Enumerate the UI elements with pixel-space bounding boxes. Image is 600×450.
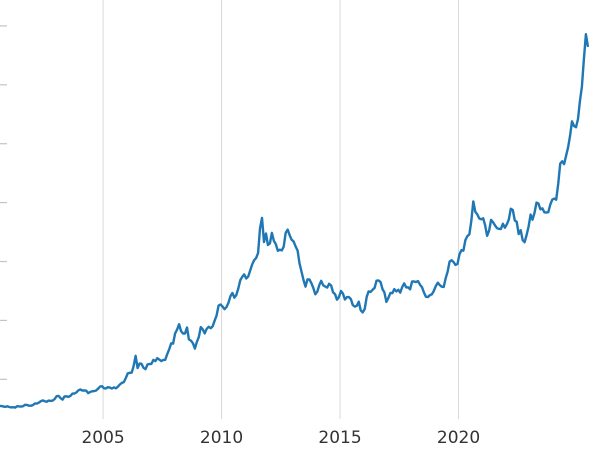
series-layer (0, 33, 589, 409)
x-tick-label: 2015 (318, 428, 361, 448)
y-tick-layer (0, 25, 7, 380)
grid-layer (102, 0, 460, 419)
x-tick-label: 2005 (81, 428, 124, 448)
x-axis-labels: 2005 2010 2015 2020 (81, 428, 480, 448)
x-tick-label: 2010 (200, 428, 243, 448)
x-tick-label: 2020 (437, 428, 480, 448)
data-series-line (0, 33, 589, 409)
